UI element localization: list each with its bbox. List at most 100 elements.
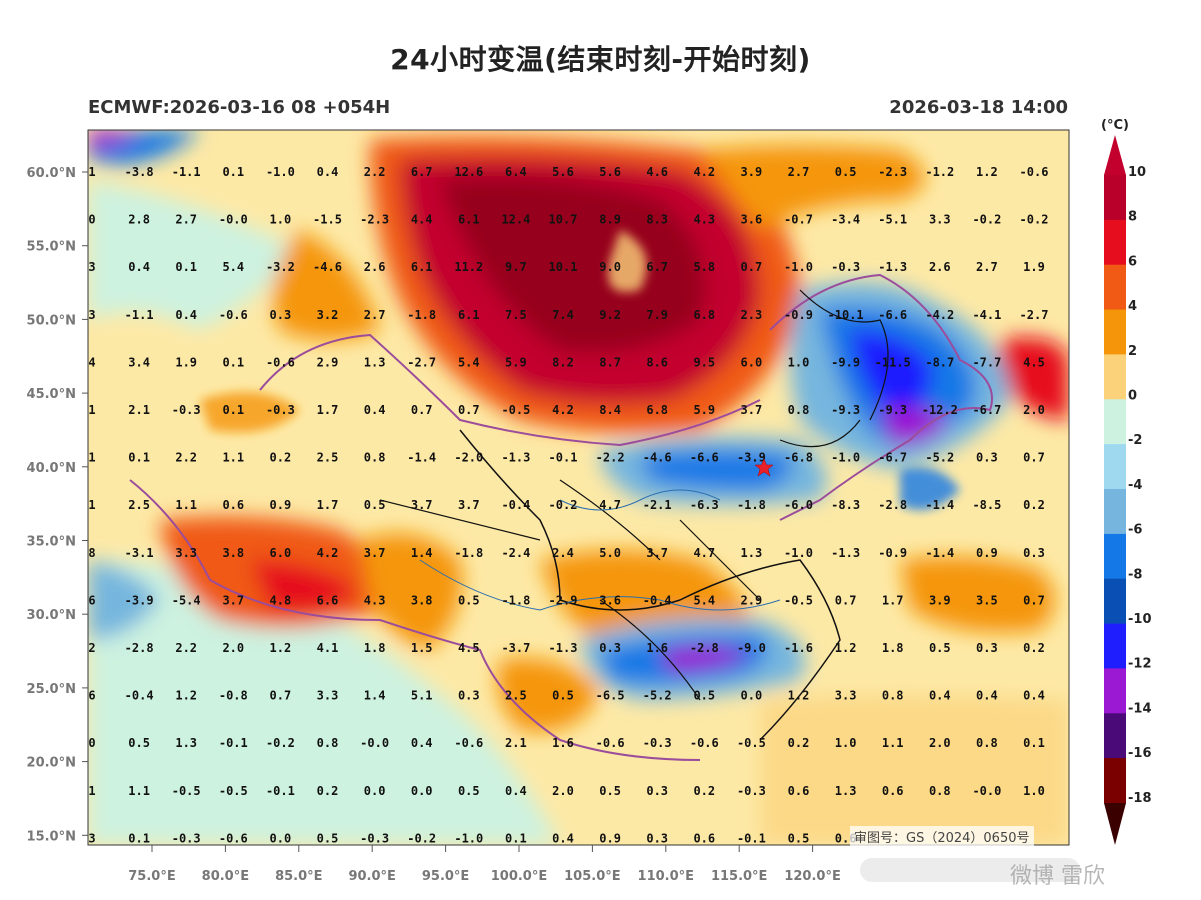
grid-value: 5.6 bbox=[552, 165, 574, 179]
grid-value: -0.1 bbox=[737, 831, 766, 845]
grid-value: 2.7 bbox=[788, 165, 810, 179]
grid-value: -0.1 bbox=[549, 451, 578, 465]
grid-value: 1.3 bbox=[741, 546, 763, 560]
grid-value: -3.8 bbox=[125, 165, 154, 179]
grid-value: -3.4 bbox=[831, 213, 860, 227]
grid-value: -0.6 bbox=[596, 736, 625, 750]
grid-value: 0.4 bbox=[505, 784, 527, 798]
grid-value: -2.4 bbox=[501, 546, 530, 560]
grid-value: 2.7 bbox=[976, 260, 998, 274]
grid-value: 5.0 bbox=[599, 546, 621, 560]
grid-value: 0.1 bbox=[222, 403, 244, 417]
grid-value: -6.5 bbox=[596, 689, 625, 703]
grid-value: 1.3 bbox=[364, 355, 386, 369]
colorbar-segment bbox=[1104, 758, 1126, 804]
valid-time-label: 2026-03-18 14:00 bbox=[889, 97, 1068, 118]
colorbar-segment bbox=[1104, 668, 1126, 714]
colorbar-label: -14 bbox=[1128, 701, 1152, 716]
grid-value: 2 bbox=[88, 641, 95, 655]
grid-value: 0.0 bbox=[741, 689, 763, 703]
map-field bbox=[88, 130, 1069, 845]
grid-value: -6.6 bbox=[878, 308, 907, 322]
grid-value: 0.1 bbox=[128, 831, 150, 845]
grid-value: 0.6 bbox=[882, 784, 904, 798]
grid-value: 5.4 bbox=[693, 593, 715, 607]
grid-value: 0.8 bbox=[929, 784, 951, 798]
grid-value: 0.4 bbox=[552, 831, 574, 845]
grid-value: -8.7 bbox=[925, 355, 954, 369]
grid-value: -2.7 bbox=[1020, 308, 1049, 322]
lon-label: 80.0°E bbox=[202, 869, 249, 884]
star-icon bbox=[754, 458, 774, 477]
grid-value: 0.9 bbox=[599, 831, 621, 845]
colorbar-segment bbox=[1104, 489, 1126, 535]
grid-value: 4.4 bbox=[411, 213, 433, 227]
grid-value: 9.0 bbox=[599, 260, 621, 274]
grid-value: -6.7 bbox=[878, 451, 907, 465]
grid-value: 3.3 bbox=[835, 689, 857, 703]
grid-value: 0.3 bbox=[1023, 546, 1045, 560]
grid-value: 0.7 bbox=[1023, 451, 1045, 465]
grid-value: -0.2 bbox=[549, 498, 578, 512]
grid-value: 4.8 bbox=[270, 593, 292, 607]
grid-value: 4.2 bbox=[552, 403, 574, 417]
grid-value: 0.5 bbox=[364, 498, 386, 512]
grid-value: 9.5 bbox=[693, 355, 715, 369]
grid-value: 3.8 bbox=[222, 546, 244, 560]
grid-value: 3.5 bbox=[976, 593, 998, 607]
grid-value: -3.7 bbox=[501, 641, 530, 655]
grid-value: 4 bbox=[88, 355, 95, 369]
grid-value: 2.9 bbox=[317, 355, 339, 369]
grid-value: 1.0 bbox=[835, 736, 857, 750]
colorbar-segment bbox=[1104, 399, 1126, 445]
colorbar-segment bbox=[1104, 578, 1126, 625]
grid-value: 0.3 bbox=[458, 689, 480, 703]
grid-value: 1.3 bbox=[835, 784, 857, 798]
lat-label: 15.0°N bbox=[27, 829, 76, 844]
grid-value: 0.2 bbox=[270, 451, 292, 465]
grid-value: -2.7 bbox=[407, 355, 436, 369]
lon-label: 95.0°E bbox=[422, 869, 469, 884]
grid-value: -1.3 bbox=[878, 260, 907, 274]
grid-value: 5.1 bbox=[411, 689, 433, 703]
grid-value: -6.8 bbox=[784, 451, 813, 465]
grid-value: 0.7 bbox=[741, 260, 763, 274]
grid-value: 0.9 bbox=[976, 546, 998, 560]
grid-value: -2.2 bbox=[596, 451, 625, 465]
grid-value: -6.3 bbox=[690, 498, 719, 512]
grid-value: 0.8 bbox=[364, 451, 386, 465]
grid-value: -11.5 bbox=[875, 355, 911, 369]
grid-value: 3.9 bbox=[741, 165, 763, 179]
grid-value: -5.4 bbox=[172, 593, 201, 607]
grid-value: 6.7 bbox=[411, 165, 433, 179]
grid-value: 0.7 bbox=[411, 403, 433, 417]
grid-value: 3.3 bbox=[929, 213, 951, 227]
grid-value: 8.7 bbox=[599, 355, 621, 369]
grid-value: 5.4 bbox=[458, 355, 480, 369]
grid-value: 0.3 bbox=[646, 784, 668, 798]
grid-value: -2.9 bbox=[549, 593, 578, 607]
grid-value: -5.1 bbox=[878, 213, 907, 227]
colorbar-segment bbox=[1104, 444, 1126, 490]
grid-value: 0.3 bbox=[976, 451, 998, 465]
grid-value: 0.8 bbox=[317, 736, 339, 750]
grid-value: 1.2 bbox=[835, 641, 857, 655]
grid-value: -0.4 bbox=[501, 498, 530, 512]
colorbar-label: -16 bbox=[1128, 746, 1152, 761]
grid-value: 0.5 bbox=[458, 784, 480, 798]
grid-value: 2.1 bbox=[505, 736, 527, 750]
grid-value: -0.2 bbox=[266, 736, 295, 750]
colorbar-bottom-arrow bbox=[1104, 803, 1126, 845]
grid-value: 3.7 bbox=[222, 593, 244, 607]
grid-value: 3.7 bbox=[741, 403, 763, 417]
grid-value: 7.4 bbox=[552, 308, 574, 322]
grid-value: 0.2 bbox=[317, 784, 339, 798]
grid-value: -5.2 bbox=[643, 689, 672, 703]
colorbar-label: 2 bbox=[1128, 344, 1137, 359]
grid-value: 0.0 bbox=[411, 784, 433, 798]
grid-value: -2.0 bbox=[454, 451, 483, 465]
lat-label: 25.0°N bbox=[27, 682, 76, 697]
grid-value: 0.7 bbox=[1023, 593, 1045, 607]
grid-value: 1.6 bbox=[552, 736, 574, 750]
